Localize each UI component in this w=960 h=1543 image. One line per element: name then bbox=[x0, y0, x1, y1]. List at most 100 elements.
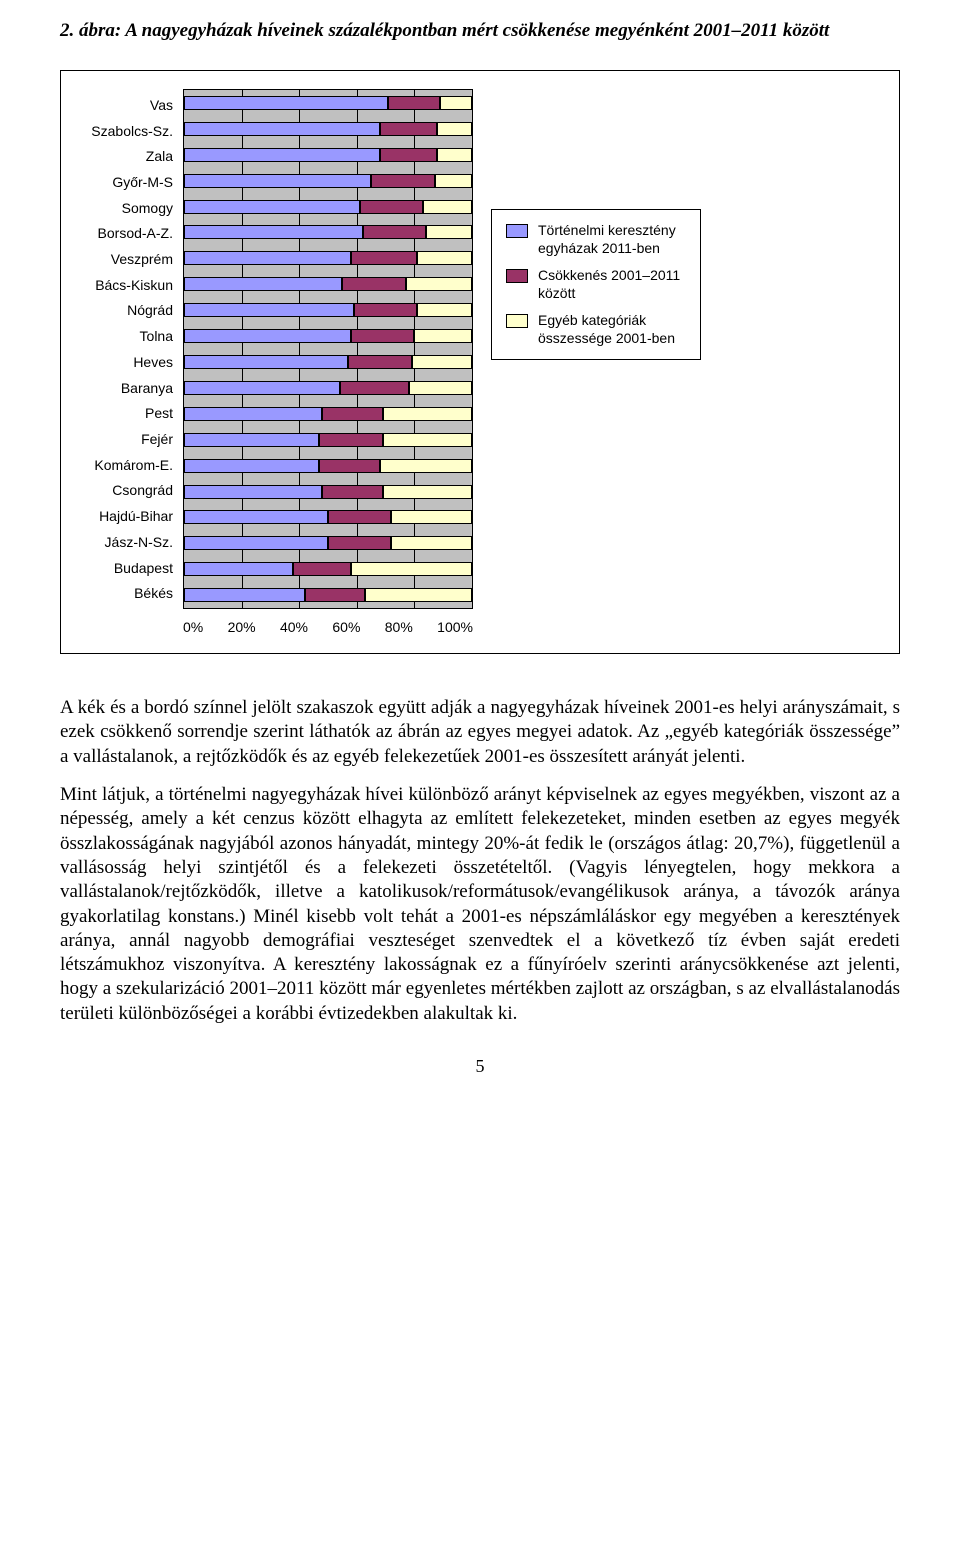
legend-label: Csökkenés 2001–2011 között bbox=[538, 267, 686, 302]
bar-segment-s1 bbox=[184, 329, 351, 343]
bar-row bbox=[184, 168, 472, 194]
bar-segment-s1 bbox=[184, 277, 342, 291]
bar-segment-s3 bbox=[414, 329, 472, 343]
bar-segment-s2 bbox=[371, 174, 434, 188]
bar-segment-s1 bbox=[184, 355, 348, 369]
x-tick-label: 100% bbox=[437, 619, 473, 635]
bar-segment-s2 bbox=[363, 225, 426, 239]
legend-item: Történelmi keresztény egyházak 2011-ben bbox=[506, 222, 686, 257]
bar-segment-s2 bbox=[322, 485, 382, 499]
bar-segment-s3 bbox=[435, 174, 472, 188]
bar-segment-s3 bbox=[391, 510, 472, 524]
y-axis-label: Budapest bbox=[79, 555, 173, 581]
bar-segment-s1 bbox=[184, 96, 388, 110]
y-axis-label: Somogy bbox=[79, 195, 173, 221]
bar-row bbox=[184, 271, 472, 297]
chart-container: VasSzabolcs-Sz.ZalaGyőr-M-SSomogyBorsod-… bbox=[60, 70, 900, 654]
bar-row bbox=[184, 245, 472, 271]
y-axis-label: Bács-Kiskun bbox=[79, 272, 173, 298]
bar-segment-s3 bbox=[437, 148, 472, 162]
bar-segment-s2 bbox=[305, 588, 365, 602]
bar-row bbox=[184, 194, 472, 220]
legend-label: Egyéb kategóriák összessége 2001-ben bbox=[538, 312, 686, 347]
bar-segment-s2 bbox=[351, 329, 414, 343]
bar-segment-s2 bbox=[319, 459, 379, 473]
bar-segment-s3 bbox=[437, 122, 472, 136]
bar-segment-s1 bbox=[184, 122, 380, 136]
x-tick-label: 0% bbox=[183, 619, 203, 635]
bar-row bbox=[184, 220, 472, 246]
bar-row bbox=[184, 505, 472, 531]
y-axis-label: Zala bbox=[79, 143, 173, 169]
bar-row bbox=[184, 142, 472, 168]
bar-segment-s2 bbox=[380, 122, 438, 136]
y-axis-label: Győr-M-S bbox=[79, 169, 173, 195]
legend-swatch bbox=[506, 314, 528, 328]
bar-segment-s1 bbox=[184, 407, 322, 421]
y-axis-label: Nógrád bbox=[79, 298, 173, 324]
bar-segment-s2 bbox=[328, 536, 391, 550]
bar-segment-s3 bbox=[412, 355, 472, 369]
y-axis-label: Hajdú-Bihar bbox=[79, 503, 173, 529]
bar-segment-s2 bbox=[328, 510, 391, 524]
bar-segment-s2 bbox=[351, 251, 417, 265]
y-axis-label: Borsod-A-Z. bbox=[79, 221, 173, 247]
bar-segment-s2 bbox=[380, 148, 438, 162]
y-axis-label: Jász-N-Sz. bbox=[79, 529, 173, 555]
bar-row bbox=[184, 453, 472, 479]
bar-segment-s2 bbox=[293, 562, 351, 576]
y-axis-label: Fejér bbox=[79, 426, 173, 452]
bar-segment-s1 bbox=[184, 588, 305, 602]
y-axis-label: Békés bbox=[79, 580, 173, 606]
bar-segment-s2 bbox=[342, 277, 405, 291]
legend: Történelmi keresztény egyházak 2011-ben C… bbox=[491, 209, 701, 360]
bar-segment-s1 bbox=[184, 174, 371, 188]
bar-row bbox=[184, 556, 472, 582]
bar-segment-s3 bbox=[417, 303, 472, 317]
legend-item: Egyéb kategóriák összessége 2001-ben bbox=[506, 312, 686, 347]
bar-segment-s1 bbox=[184, 303, 354, 317]
y-axis-label: Szabolcs-Sz. bbox=[79, 118, 173, 144]
bar-segment-s2 bbox=[354, 303, 417, 317]
y-axis-label: Heves bbox=[79, 349, 173, 375]
bar-segment-s3 bbox=[383, 433, 472, 447]
x-tick-label: 40% bbox=[280, 619, 308, 635]
figure-title: 2. ábra: A nagyegyházak híveinek százalé… bbox=[60, 20, 900, 42]
bar-segment-s2 bbox=[319, 433, 382, 447]
legend-item: Csökkenés 2001–2011 között bbox=[506, 267, 686, 302]
bar-segment-s3 bbox=[383, 407, 472, 421]
plot-area bbox=[183, 89, 473, 609]
bar-segment-s3 bbox=[391, 536, 472, 550]
y-axis-labels: VasSzabolcs-Sz.ZalaGyőr-M-SSomogyBorsod-… bbox=[79, 89, 173, 609]
legend-swatch bbox=[506, 269, 528, 283]
y-axis-label: Baranya bbox=[79, 375, 173, 401]
paragraph-1: A kék és a bordó színnel jelölt szakaszo… bbox=[60, 696, 900, 769]
x-tick-label: 20% bbox=[228, 619, 256, 635]
bar-row bbox=[184, 297, 472, 323]
y-axis-label: Veszprém bbox=[79, 246, 173, 272]
page-number: 5 bbox=[60, 1056, 900, 1077]
bar-segment-s1 bbox=[184, 251, 351, 265]
bar-segment-s1 bbox=[184, 510, 328, 524]
body-text: A kék és a bordó színnel jelölt szakaszo… bbox=[60, 696, 900, 1026]
bar-segment-s2 bbox=[360, 200, 423, 214]
bar-segment-s3 bbox=[426, 225, 472, 239]
bar-segment-s3 bbox=[423, 200, 472, 214]
bar-row bbox=[184, 116, 472, 142]
x-tick-label: 80% bbox=[385, 619, 413, 635]
y-axis-label: Pest bbox=[79, 400, 173, 426]
bar-segment-s1 bbox=[184, 148, 380, 162]
bar-row bbox=[184, 530, 472, 556]
bar-segment-s2 bbox=[340, 381, 409, 395]
bar-segment-s3 bbox=[409, 381, 472, 395]
x-axis-ticks: 0%20%40%60%80%100% bbox=[183, 619, 473, 635]
chart-left: VasSzabolcs-Sz.ZalaGyőr-M-SSomogyBorsod-… bbox=[79, 89, 473, 609]
bar-row bbox=[184, 90, 472, 116]
bar-segment-s2 bbox=[322, 407, 382, 421]
bars-container bbox=[184, 90, 472, 608]
bar-row bbox=[184, 479, 472, 505]
bar-segment-s3 bbox=[440, 96, 472, 110]
y-axis-label: Csongrád bbox=[79, 478, 173, 504]
bar-row bbox=[184, 323, 472, 349]
y-axis-label: Komárom-E. bbox=[79, 452, 173, 478]
